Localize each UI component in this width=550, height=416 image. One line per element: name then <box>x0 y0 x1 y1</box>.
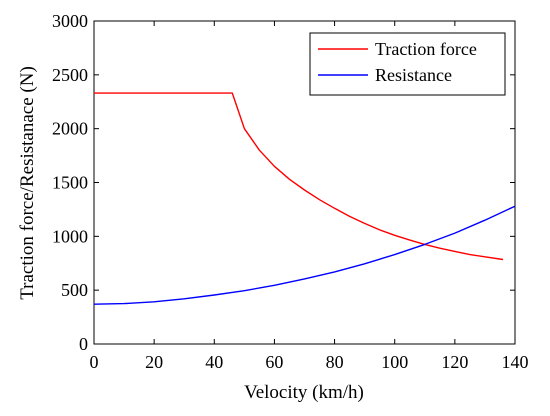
x-tick-label: 60 <box>265 352 283 372</box>
legend-label-resistance: Resistance <box>375 65 452 85</box>
y-tick-label: 1000 <box>52 226 88 246</box>
y-axis-label: Traction force/Resistanace (N) <box>17 66 38 300</box>
x-tick-label: 20 <box>145 352 163 372</box>
y-tick-label: 0 <box>79 334 88 354</box>
y-tick-label: 3000 <box>52 11 88 31</box>
tick-layer: 0 20 40 60 80 100 120 140 0 500 1000 1500 2000 2500 30… <box>52 11 529 372</box>
legend-label-traction-force: Traction force <box>375 39 477 59</box>
y-tick-label: 2500 <box>52 65 88 85</box>
x-tick-label: 40 <box>205 352 223 372</box>
legend: Traction force Resistance <box>309 32 506 96</box>
y-tick-label: 2000 <box>52 119 88 139</box>
series-line-resistance <box>93 205 516 305</box>
series-line-traction-force <box>94 92 504 261</box>
x-tick-label: 100 <box>381 352 408 372</box>
x-tick-label: 0 <box>90 352 99 372</box>
y-tick-label: 500 <box>61 280 88 300</box>
x-tick-label: 80 <box>326 352 344 372</box>
x-tick-label: 120 <box>441 352 468 372</box>
x-tick-label: 140 <box>502 352 529 372</box>
series-layer <box>93 92 516 305</box>
legend-box <box>309 32 506 96</box>
x-axis-label: Velocity (km/h) <box>244 382 364 403</box>
y-tick-label: 1500 <box>52 173 88 193</box>
